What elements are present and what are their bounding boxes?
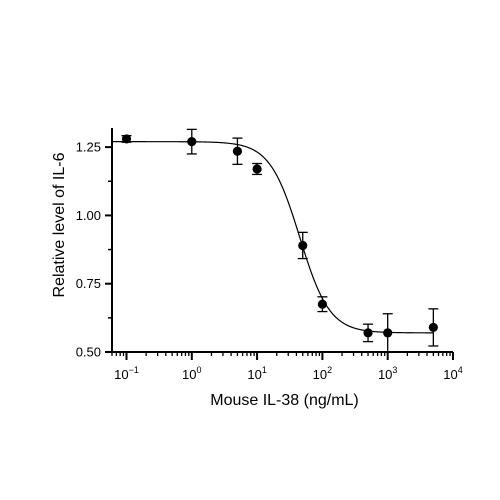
data-point [297,231,308,260]
data-point [252,162,263,176]
data-marker [252,164,262,174]
fit-curve [112,141,434,334]
data-marker [298,240,308,251]
data-marker [317,299,327,309]
x-axis-ticks: 10−1 100 101 102 103 104 [111,352,463,382]
y-tick-label: 0.50 [76,345,101,360]
data-point [317,296,328,313]
data-marker [121,134,132,144]
plot-area [112,128,439,353]
data-points [121,128,439,353]
x-tick-label: 103 [378,365,397,382]
data-point [232,137,243,165]
y-axis-ticks: 0.50 0.75 1.00 1.25 [76,140,112,360]
data-marker [187,137,197,147]
data-marker [383,328,393,338]
y-tick-label: 0.75 [76,276,101,291]
x-tick-label: 104 [443,365,462,382]
y-axis-label: Relative level of IL-6 [51,152,68,297]
x-tick-label: 100 [182,365,201,382]
y-tick-label: 1.00 [76,208,101,223]
data-point [363,323,374,343]
y-tick-label: 1.25 [76,140,101,155]
data-point [121,134,132,144]
x-tick-label: 102 [313,365,332,382]
data-marker [363,328,373,338]
data-point [186,128,197,155]
x-tick-label: 101 [247,365,266,382]
data-point [428,308,439,347]
x-axis-label: Mouse IL-38 (ng/mL) [210,392,359,409]
data-marker [428,322,438,333]
data-marker [232,146,243,156]
x-tick-label: 10−1 [114,365,139,382]
data-point [382,313,393,353]
